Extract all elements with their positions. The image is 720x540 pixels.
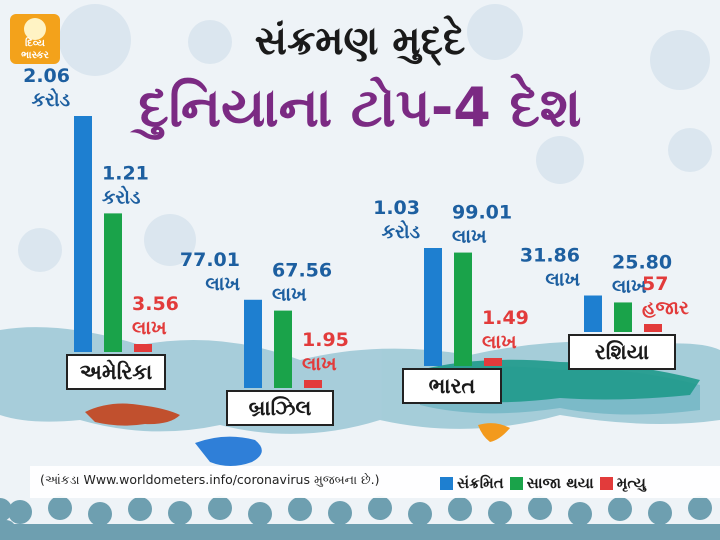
bar-deaths-0	[134, 344, 152, 352]
headline: સંક્રમણ મુદ્દે	[254, 18, 466, 64]
data-label-deaths-2-value: 1.49	[482, 307, 529, 329]
bar-recovered-1	[274, 310, 292, 388]
data-label-infected-2-unit: કરોડ	[382, 220, 421, 243]
data-label-infected-0-value: 2.06	[23, 65, 70, 87]
data-label-recovered-3-value: 25.80	[612, 251, 672, 273]
data-label-recovered-0-unit: કરોડ	[102, 185, 141, 208]
legend-swatch-deaths	[599, 476, 613, 490]
sub-headline: દુનિયાના ટોપ-4 દેશ	[138, 76, 582, 139]
data-label-deaths-1-value: 1.95	[302, 329, 349, 351]
country-label-russia: રશિયા	[568, 334, 676, 370]
data-label-deaths-3-unit: હજાર	[642, 297, 689, 319]
data-label-infected-1-unit: લાખ	[205, 273, 240, 295]
data-label-recovered-2-value: 99.01	[452, 202, 512, 224]
data-label-infected-3-unit: લાખ	[545, 269, 580, 291]
legend-label-deaths: મૃત્યુ	[616, 474, 646, 492]
legend-swatch-infected	[440, 476, 453, 490]
legend-label-infected: સંક્રમિત	[457, 474, 504, 492]
data-label-infected-3-value: 31.86	[520, 245, 580, 267]
bar-infected-3	[584, 295, 602, 332]
bar-infected-0	[74, 116, 92, 352]
data-label-deaths-2-unit: લાખ	[482, 331, 517, 353]
data-label-recovered-0-value: 1.21	[102, 162, 149, 184]
data-label-infected-2-value: 1.03	[373, 197, 420, 219]
data-label-recovered-1-unit: લાખ	[272, 284, 307, 306]
source-note: (આંકડા Www.worldometers.info/coronavirus…	[40, 472, 380, 487]
bar-recovered-2	[454, 252, 472, 366]
brazil-map-shape	[195, 436, 262, 466]
legend-item-infected: સંક્રમિત	[440, 474, 504, 492]
data-label-infected-0-unit: કરોડ	[32, 88, 71, 111]
data-label-deaths-0-value: 3.56	[132, 293, 179, 315]
data-label-deaths-1-unit: લાખ	[302, 353, 337, 375]
divya-bhaskar-logo: દિવ્ય ભાસ્કર	[10, 14, 60, 64]
bar-deaths-1	[304, 380, 322, 388]
bar-infected-2	[424, 248, 442, 366]
legend-item-deaths: મૃત્યુ	[599, 474, 646, 492]
legend-swatch-recovered	[509, 476, 523, 490]
data-label-infected-1-value: 77.01	[180, 249, 240, 271]
country-label-usa: અમેરિકા	[66, 354, 166, 390]
bar-deaths-2	[484, 358, 502, 366]
data-label-deaths-3-value: 57	[642, 273, 668, 295]
sun-icon	[24, 18, 46, 40]
bar-infected-1	[244, 299, 262, 388]
bar-recovered-3	[614, 302, 632, 332]
country-label-india: ભારત	[402, 368, 502, 404]
legend-label-recovered: સાજા થયા	[526, 474, 594, 492]
legend-item-recovered: સાજા થયા	[509, 474, 594, 492]
legend: સંક્રમિત સાજા થયા મૃત્યુ	[440, 472, 710, 494]
data-label-deaths-0-unit: લાખ	[132, 317, 167, 339]
india-map-shape	[478, 423, 510, 442]
bar-recovered-0	[104, 213, 122, 352]
bar-deaths-3	[644, 324, 662, 332]
data-label-recovered-3-unit: લાખ	[612, 275, 647, 297]
logo-line-1: દિવ્ય	[25, 38, 45, 49]
data-label-recovered-1-value: 67.56	[272, 260, 332, 282]
usa-map-shape	[85, 403, 180, 426]
logo-line-2: ભાસ્કર	[21, 50, 49, 61]
data-label-recovered-2-unit: લાખ	[452, 226, 487, 248]
country-label-brazil: બ્રાઝિલ	[226, 390, 334, 426]
